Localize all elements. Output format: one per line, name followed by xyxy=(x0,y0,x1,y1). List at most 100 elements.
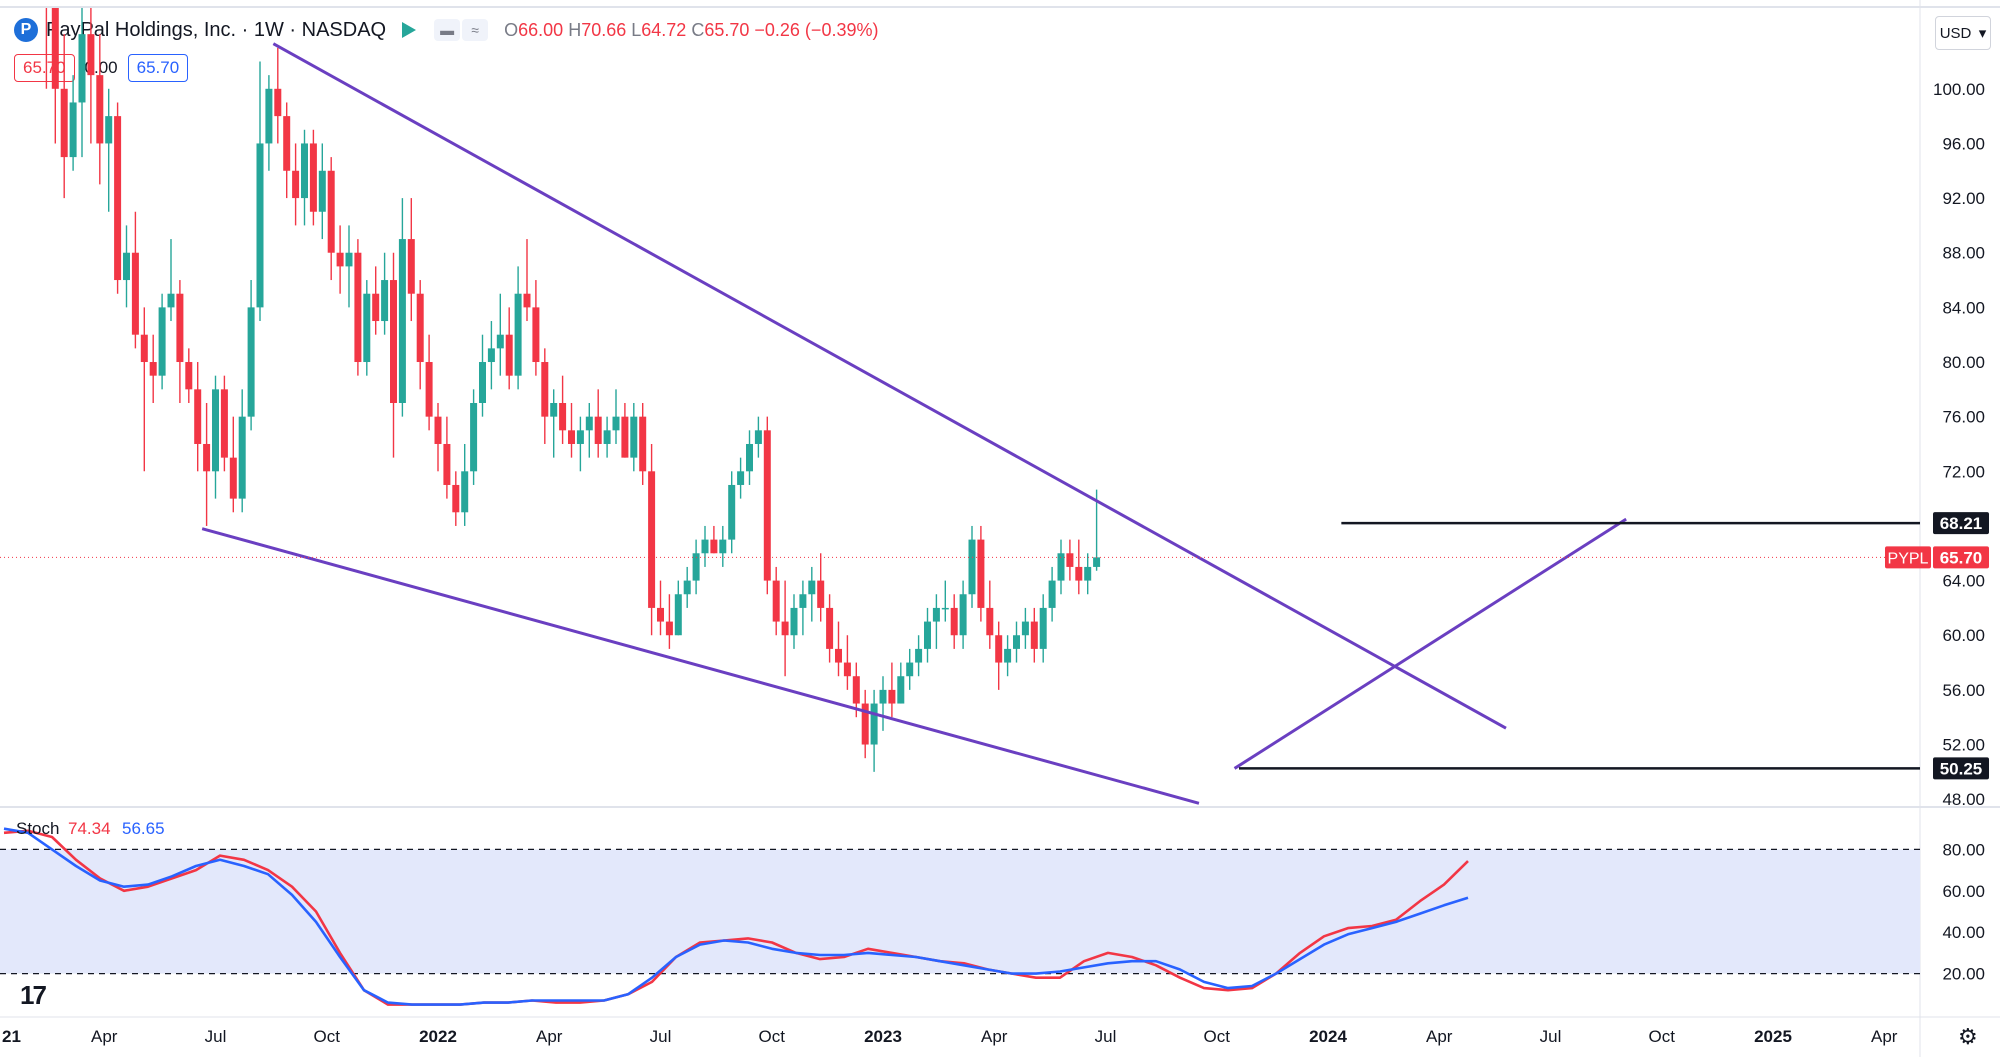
stoch-tick-label: 40.00 xyxy=(1942,923,1985,942)
candle-body xyxy=(665,621,673,636)
candle-body xyxy=(986,607,994,636)
candle-body xyxy=(852,676,860,704)
time-tick-label: Oct xyxy=(1649,1027,1676,1046)
candle-body xyxy=(78,34,86,103)
currency-label: USD xyxy=(1939,24,1972,42)
candle-body xyxy=(1093,557,1101,567)
level-price-tag xyxy=(1933,757,1989,780)
currency-selector[interactable]: USD ▾ xyxy=(1935,16,1991,50)
time-tick-label: 2022 xyxy=(419,1027,457,1046)
trendline[interactable] xyxy=(272,42,1507,730)
candle-body xyxy=(505,334,513,376)
candle-body xyxy=(1013,635,1020,649)
candle-body xyxy=(283,116,291,171)
candle-body xyxy=(212,389,219,472)
candle-body xyxy=(559,403,567,431)
candle-body xyxy=(265,88,273,144)
candle-body xyxy=(603,430,611,444)
symbol-title[interactable]: PayPal Holdings, Inc. · 1W · NASDAQ xyxy=(46,18,387,41)
time-tick-label: 2025 xyxy=(1754,1027,1792,1046)
candle-body xyxy=(203,443,211,472)
trendline[interactable] xyxy=(201,527,1200,805)
wave-icon[interactable]: ≈ xyxy=(462,19,489,41)
candle-body xyxy=(390,280,397,403)
candle-body xyxy=(737,471,745,485)
candle-body xyxy=(1066,553,1074,567)
tradingview-logo-icon[interactable]: 17 xyxy=(20,980,47,1010)
price-tick-label: 84.00 xyxy=(1942,298,1985,317)
candle-body xyxy=(568,430,575,444)
candle-body xyxy=(176,293,184,363)
ohlc-readout: O66.00 H70.66 L64.72 C65.70 −0.26 (−0.39… xyxy=(504,19,879,40)
candle-body xyxy=(381,280,389,322)
candle-body xyxy=(345,252,353,267)
candle-body xyxy=(870,703,878,745)
candle-body xyxy=(950,607,958,636)
candle-body xyxy=(407,239,415,294)
candle-body xyxy=(781,621,789,636)
candle-body xyxy=(167,293,175,308)
time-tick-label: Apr xyxy=(1871,1027,1898,1046)
candle-body xyxy=(443,443,451,485)
minus-icon[interactable]: ▬ xyxy=(434,19,461,41)
candle-body xyxy=(657,607,664,622)
candle-body xyxy=(96,75,104,144)
candle-body xyxy=(612,416,620,431)
candle-body xyxy=(906,662,914,677)
time-tick-label: Oct xyxy=(314,1027,341,1046)
candle-body xyxy=(977,539,985,608)
candle-body xyxy=(372,293,380,322)
candle-body xyxy=(1048,580,1056,608)
level-price-tag xyxy=(1933,512,1989,535)
gear-icon[interactable]: ⚙ xyxy=(1958,1024,1978,1049)
candle-body xyxy=(229,457,237,499)
candle-body xyxy=(772,580,780,622)
candle-body xyxy=(87,34,95,76)
level-price-label: 68.21 xyxy=(1940,514,1983,533)
candle-body xyxy=(621,416,629,458)
price-tick-label: 48.00 xyxy=(1942,790,1985,809)
candle-body xyxy=(479,362,486,403)
candle-body xyxy=(194,389,202,444)
candle-body xyxy=(256,143,264,308)
candle-body xyxy=(719,539,727,554)
time-tick-label: Oct xyxy=(759,1027,786,1046)
time-tick-label: Apr xyxy=(536,1027,563,1046)
candle-body xyxy=(461,471,469,513)
price-tick-label: 76.00 xyxy=(1942,408,1985,427)
candle-body xyxy=(879,689,887,704)
flag-icon[interactable] xyxy=(402,22,417,38)
candle-body xyxy=(514,293,522,376)
candle-body xyxy=(843,662,851,677)
stoch-band xyxy=(0,849,1920,974)
candle-body xyxy=(487,348,495,363)
current-price-label: 65.70 xyxy=(1940,548,1983,567)
candle-body xyxy=(995,635,1003,663)
candle-body xyxy=(496,334,504,349)
candle-body xyxy=(790,607,798,636)
candle-body xyxy=(683,580,691,595)
candle-body xyxy=(888,689,896,704)
ask-box[interactable]: 65.70 xyxy=(127,54,189,82)
symbol-tag xyxy=(1885,546,1931,569)
candle-body xyxy=(799,594,807,608)
candle-body xyxy=(1030,621,1038,649)
candle-body xyxy=(523,293,531,308)
candle-body xyxy=(941,607,949,610)
candle-body xyxy=(808,580,816,595)
price-tick-label: 100.00 xyxy=(1933,80,1985,99)
price-tick-label: 96.00 xyxy=(1942,134,1985,153)
candle-body xyxy=(924,621,931,649)
price-tick-label: 80.00 xyxy=(1942,353,1985,372)
candle-body xyxy=(60,88,68,158)
candle-body xyxy=(897,676,905,704)
stoch-line-d xyxy=(3,827,1469,1006)
candle-body xyxy=(336,252,344,267)
candle-body xyxy=(292,170,300,199)
candle-body xyxy=(238,416,246,499)
trendline[interactable] xyxy=(1233,517,1627,770)
candle-body xyxy=(1004,648,1012,663)
time-tick-label: Jul xyxy=(1540,1027,1562,1046)
chevron-down-icon: ▾ xyxy=(1978,25,1987,42)
